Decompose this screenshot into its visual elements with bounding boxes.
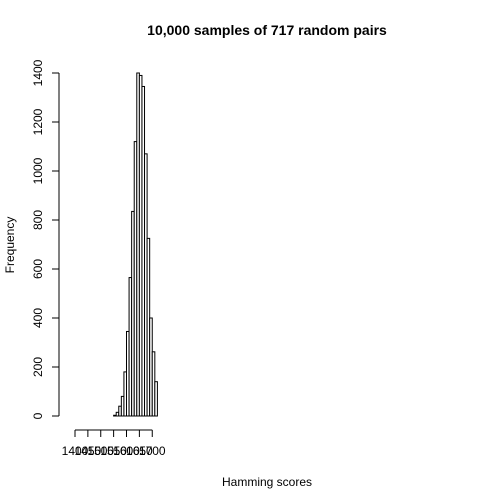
- y-tick-label: 1400: [31, 59, 45, 86]
- x-tick-label: 1500: [87, 444, 114, 458]
- y-tick-label: 600: [31, 259, 45, 279]
- y-tick-label: 0: [31, 412, 45, 419]
- y-tick-label: 1000: [31, 157, 45, 184]
- y-tick-label: 1200: [31, 108, 45, 135]
- y-tick-label: 400: [31, 308, 45, 328]
- chart-title: 10,000 samples of 717 random pairs: [147, 22, 387, 38]
- x-tick-label: 1400: [62, 444, 89, 458]
- x-tick-label: 1450: [75, 444, 102, 458]
- histogram-bars: [113, 72, 158, 417]
- x-tick-label: 1600: [113, 444, 140, 458]
- x-tick-label: 1550: [100, 444, 127, 458]
- y-axis: 0 200 400 600 800 1000 1200 1400: [31, 59, 60, 419]
- histogram-bar: [154, 381, 158, 417]
- y-tick-label: 200: [31, 357, 45, 377]
- x-axis-label: Hamming scores: [222, 475, 312, 489]
- y-axis-label: Frequency: [3, 217, 17, 274]
- y-tick-label: 800: [31, 210, 45, 230]
- x-tick-label: 1700: [139, 444, 166, 458]
- x-tick-label: 1650: [126, 444, 153, 458]
